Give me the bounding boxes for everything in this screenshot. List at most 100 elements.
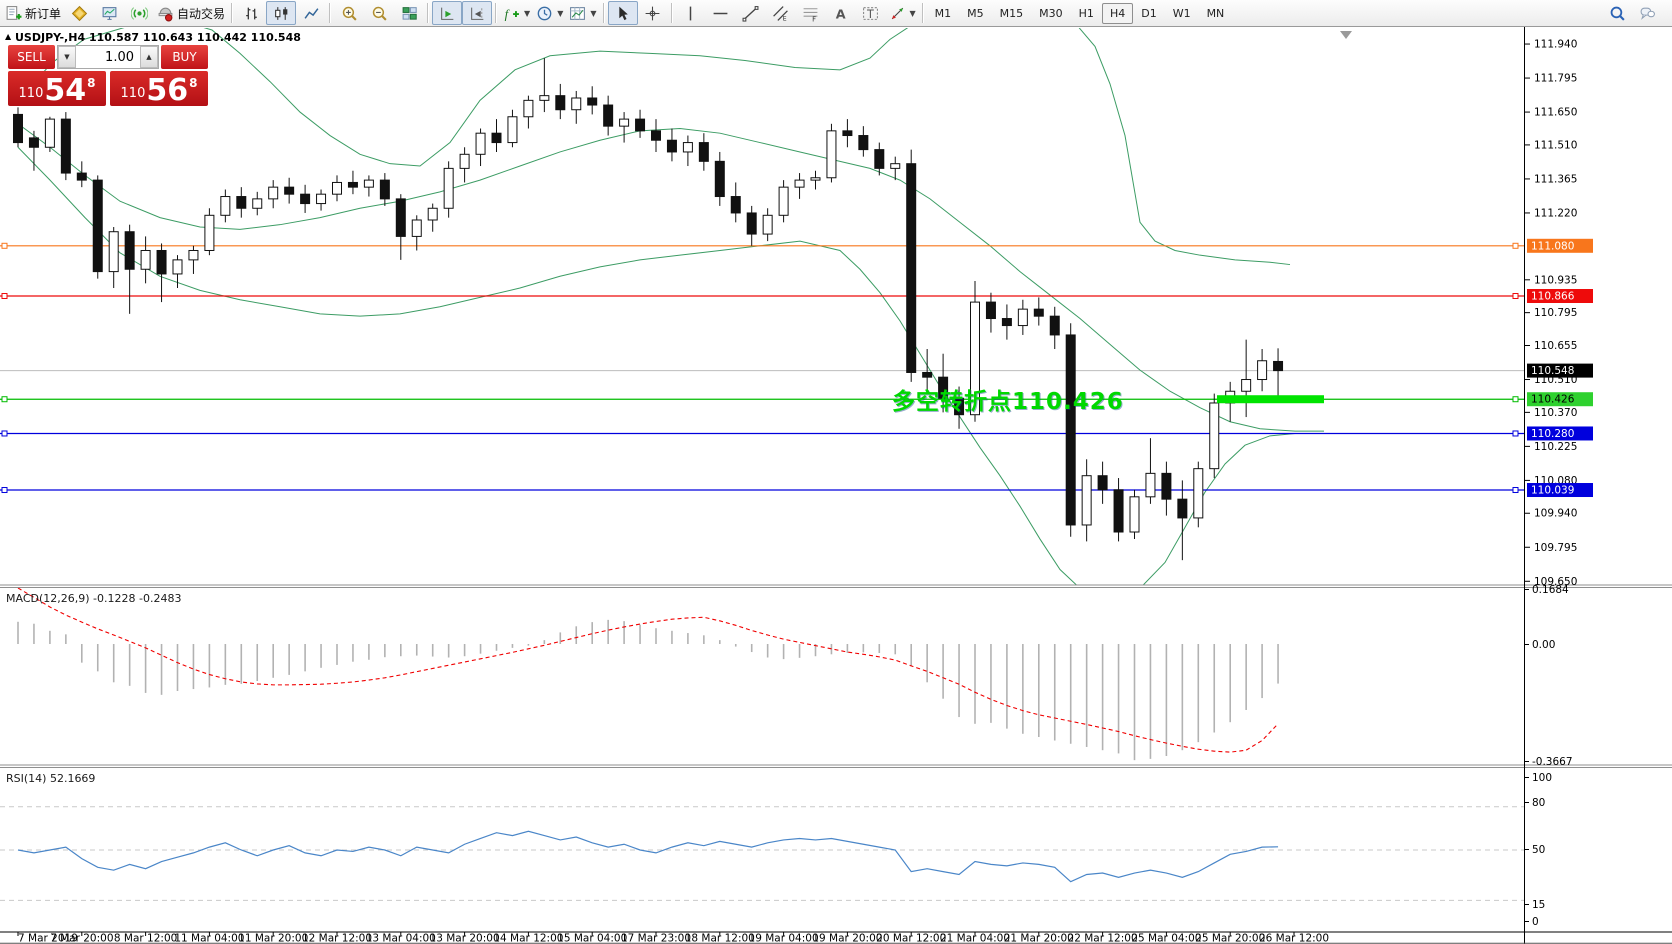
volume-up-button[interactable]: ▲: [140, 46, 158, 68]
hline-110280-handle[interactable]: [1512, 430, 1519, 437]
candlestick[interactable]: [730, 196, 741, 214]
hline-111080-handle[interactable]: [1, 242, 8, 249]
hline-110039-handle[interactable]: [1, 487, 8, 494]
candlestick[interactable]: [443, 167, 454, 209]
candlestick[interactable]: [874, 149, 885, 169]
candlestick[interactable]: [1081, 475, 1092, 526]
candlestick[interactable]: [810, 177, 821, 181]
candlestick[interactable]: [172, 259, 183, 275]
chart-shift-marker[interactable]: [1340, 31, 1352, 39]
candlestick[interactable]: [252, 198, 263, 209]
sell-button[interactable]: SELL: [8, 45, 55, 69]
candlestick[interactable]: [92, 179, 103, 273]
candlestick[interactable]: [204, 214, 215, 251]
candlestick[interactable]: [76, 172, 87, 181]
candlestick[interactable]: [651, 130, 661, 141]
candlestick[interactable]: [316, 193, 327, 205]
candlestick[interactable]: [682, 142, 693, 153]
candlestick[interactable]: [156, 249, 167, 275]
candlestick[interactable]: [140, 249, 151, 270]
candlestick[interactable]: [427, 207, 438, 221]
candlestick[interactable]: [188, 249, 199, 261]
hline-111080-handle[interactable]: [1512, 242, 1519, 249]
candlestick[interactable]: [1193, 468, 1204, 519]
periods-icon[interactable]: ▼: [533, 1, 566, 25]
candlestick[interactable]: [1065, 334, 1076, 526]
bb-lower-band[interactable]: [17, 146, 1296, 597]
candlestick[interactable]: [28, 137, 39, 148]
templates-icon[interactable]: ▼: [566, 1, 599, 25]
candlestick[interactable]: [13, 113, 23, 144]
candlestick[interactable]: [714, 160, 725, 198]
candlestick[interactable]: [507, 116, 518, 144]
candlestick[interactable]: [44, 118, 55, 148]
timeframe-m5[interactable]: M5: [967, 6, 984, 20]
candlestick[interactable]: [363, 179, 374, 188]
candlestick[interactable]: [539, 95, 550, 101]
candlestick[interactable]: [698, 142, 709, 162]
candlestick[interactable]: [108, 231, 119, 273]
timeframe-mn[interactable]: MN: [1206, 6, 1225, 20]
hline-110866-handle[interactable]: [1, 293, 8, 299]
candlestick[interactable]: [1129, 496, 1140, 533]
candlestick[interactable]: [268, 186, 279, 200]
autotrading-button[interactable]: 自动交易: [154, 1, 228, 25]
candlestick[interactable]: [970, 301, 980, 416]
candlestick-chart-icon[interactable]: [266, 1, 297, 25]
candlestick[interactable]: [1049, 315, 1060, 336]
volume-down-button[interactable]: ▼: [58, 46, 76, 68]
candlestick[interactable]: [60, 118, 71, 174]
timeframe-h4[interactable]: H4: [1101, 2, 1134, 24]
candlestick[interactable]: [332, 181, 342, 195]
candlestick[interactable]: [603, 104, 614, 127]
candlestick[interactable]: [459, 153, 470, 169]
candlestick[interactable]: [1257, 360, 1268, 381]
timeframe-m30[interactable]: M30: [1039, 6, 1063, 20]
timeframe-d1[interactable]: D1: [1141, 6, 1157, 20]
auto-scroll-icon[interactable]: [432, 1, 463, 25]
buy-price-tile[interactable]: 110 56 8: [110, 71, 208, 106]
symbol-collapse-icon[interactable]: ▲: [5, 32, 12, 41]
timeframe-m1[interactable]: M1: [934, 6, 952, 20]
volume-input[interactable]: [76, 46, 140, 68]
sell-price-tile[interactable]: 110 54 8: [8, 71, 106, 106]
hline-110866-handle[interactable]: [1512, 293, 1519, 299]
candlestick[interactable]: [778, 186, 789, 216]
candlestick[interactable]: [1177, 498, 1188, 519]
candlestick[interactable]: [411, 219, 422, 237]
candlestick[interactable]: [284, 186, 295, 195]
candlestick[interactable]: [954, 397, 965, 416]
candlestick[interactable]: [635, 118, 646, 132]
indicators-icon[interactable]: ▼: [500, 1, 533, 25]
candlestick[interactable]: [347, 181, 358, 188]
chart-shift-icon[interactable]: [462, 1, 493, 25]
candlestick[interactable]: [985, 301, 996, 320]
candlestick[interactable]: [619, 118, 630, 127]
candlestick[interactable]: [826, 130, 837, 179]
arrows-icon[interactable]: ▼: [886, 1, 919, 25]
candlestick[interactable]: [922, 371, 933, 378]
candlestick[interactable]: [906, 163, 917, 373]
timeframe-h1[interactable]: H1: [1078, 6, 1094, 20]
hline-110039-handle[interactable]: [1512, 487, 1519, 494]
candlestick[interactable]: [491, 132, 502, 144]
candlestick[interactable]: [555, 95, 566, 111]
new-order-button[interactable]: 新订单: [2, 1, 64, 25]
candlestick[interactable]: [1209, 402, 1220, 470]
candlestick[interactable]: [1001, 318, 1012, 327]
candlestick[interactable]: [762, 214, 773, 235]
candlestick[interactable]: [1017, 308, 1028, 327]
candlestick[interactable]: [220, 196, 231, 216]
candlestick[interactable]: [395, 198, 406, 237]
chart-annotation[interactable]: 多空转折点110.426: [892, 389, 1124, 415]
buy-button[interactable]: BUY: [161, 45, 208, 69]
candlestick[interactable]: [379, 179, 390, 200]
candlestick[interactable]: [746, 212, 757, 235]
candlestick[interactable]: [1241, 379, 1252, 392]
candlestick[interactable]: [666, 139, 677, 153]
cursor-icon[interactable]: [607, 1, 638, 25]
support-highlight-bar[interactable]: [1217, 395, 1324, 404]
candlestick[interactable]: [236, 196, 247, 209]
hline-110280-handle[interactable]: [1, 430, 8, 437]
